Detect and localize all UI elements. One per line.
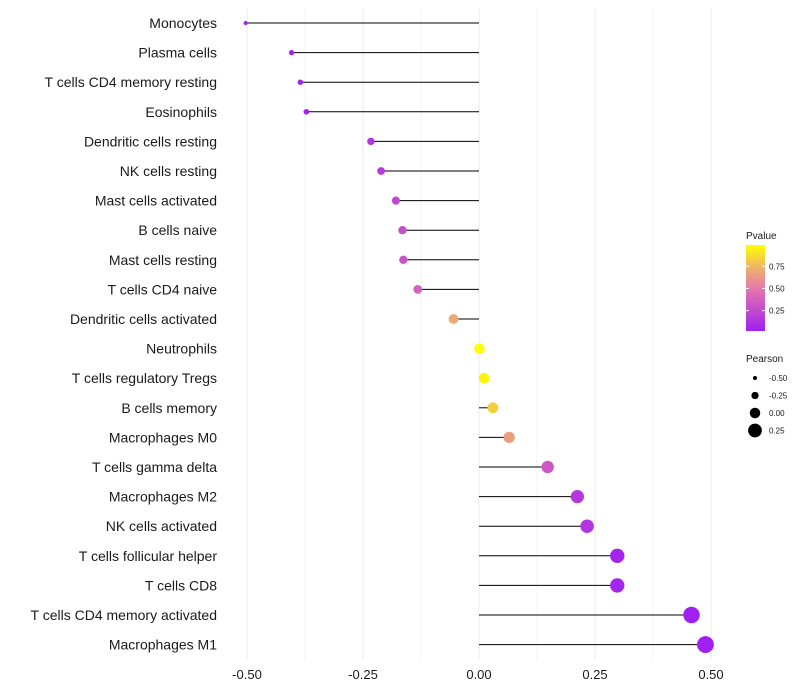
category-label: B cells naive: [138, 222, 217, 238]
lollipop-point: [541, 460, 554, 474]
category-label: NK cells resting: [120, 163, 217, 179]
lollipop-point: [478, 372, 490, 384]
lollipop-point: [391, 196, 401, 205]
category-label: T cells CD8: [145, 577, 217, 593]
lollipop-point: [503, 431, 515, 444]
pvalue-legend-title: Pvalue: [746, 231, 777, 242]
category-label: T cells gamma delta: [92, 459, 217, 475]
lollipop-point: [303, 108, 310, 115]
x-tick-label: 0.50: [698, 667, 723, 682]
pvalue-legend-tick: 0.50: [769, 284, 785, 293]
lollipop-point: [367, 137, 375, 146]
category-label: T cells CD4 naive: [108, 281, 218, 297]
pearson-legend-dot: [748, 423, 762, 438]
pearson-legend-dot: [749, 407, 761, 419]
lollipop-points: [243, 21, 714, 654]
category-label: Eosinophils: [145, 104, 217, 120]
lollipop-point: [398, 226, 407, 235]
lollipop-segments: [245, 22, 706, 646]
x-tick-label: -0.50: [232, 667, 262, 682]
lollipop-point: [697, 636, 714, 654]
lollipop-point: [377, 167, 385, 175]
category-label: Neutrophils: [146, 341, 217, 357]
lollipop-point: [413, 285, 423, 294]
pvalue-colorbar: [746, 245, 765, 331]
lollipop-point: [448, 314, 459, 324]
category-labels: Monocytes Plasma cells T cells CD4 memory …: [31, 15, 218, 653]
category-label: NK cells activated: [106, 518, 217, 534]
lollipop-point: [288, 49, 295, 56]
pvalue-legend: Pvalue 0.25 0.50 0.75: [746, 231, 785, 331]
pearson-legend-label: -0.50: [769, 374, 788, 383]
category-label: Macrophages M0: [109, 429, 217, 445]
category-label: B cells memory: [121, 400, 217, 416]
pvalue-legend-tick: 0.75: [769, 262, 785, 271]
category-label: Monocytes: [149, 15, 217, 31]
category-label: Mast cells activated: [95, 193, 217, 209]
category-label: Dendritic cells resting: [84, 133, 217, 149]
pearson-legend-label: 0.25: [769, 427, 785, 436]
grid-lines: [246, 8, 712, 660]
category-label: Mast cells resting: [109, 252, 217, 268]
category-label: T cells CD4 memory activated: [31, 607, 217, 623]
category-label: Dendritic cells activated: [70, 311, 217, 327]
lollipop-point: [474, 343, 485, 354]
pearson-legend-title: Pearson: [746, 354, 783, 365]
lollipop-point: [610, 578, 625, 593]
lollipop-point: [487, 402, 499, 414]
x-tick-label: -0.25: [348, 667, 378, 682]
category-label: T cells regulatory Tregs: [72, 370, 217, 386]
lollipop-point: [399, 255, 408, 264]
category-label: Macrophages M2: [109, 489, 217, 505]
x-tick-label: 0.00: [466, 667, 491, 682]
lollipop-point: [570, 489, 584, 504]
pearson-legend-dot: [751, 391, 759, 400]
lollipop-point: [243, 21, 248, 25]
pearson-legend-label: -0.25: [769, 392, 788, 401]
lollipop-point: [610, 548, 625, 563]
category-label: T cells follicular helper: [79, 548, 218, 564]
pearson-legend-dot: [753, 376, 757, 380]
x-tick-label: 0.25: [582, 667, 607, 682]
lollipop-point: [297, 79, 304, 85]
pvalue-legend-tick: 0.25: [769, 307, 785, 316]
x-axis-tick-labels: -0.50 -0.25 0.00 0.25 0.50: [232, 667, 723, 682]
pearson-legend-label: 0.00: [769, 409, 785, 418]
lollipop-point: [580, 519, 594, 533]
pearson-legend: Pearson -0.50 -0.25 0.00 0.25: [746, 354, 788, 438]
category-label: Macrophages M1: [109, 637, 217, 653]
lollipop-point: [683, 606, 700, 624]
category-label: Plasma cells: [138, 45, 217, 61]
category-label: T cells CD4 memory resting: [45, 74, 217, 90]
